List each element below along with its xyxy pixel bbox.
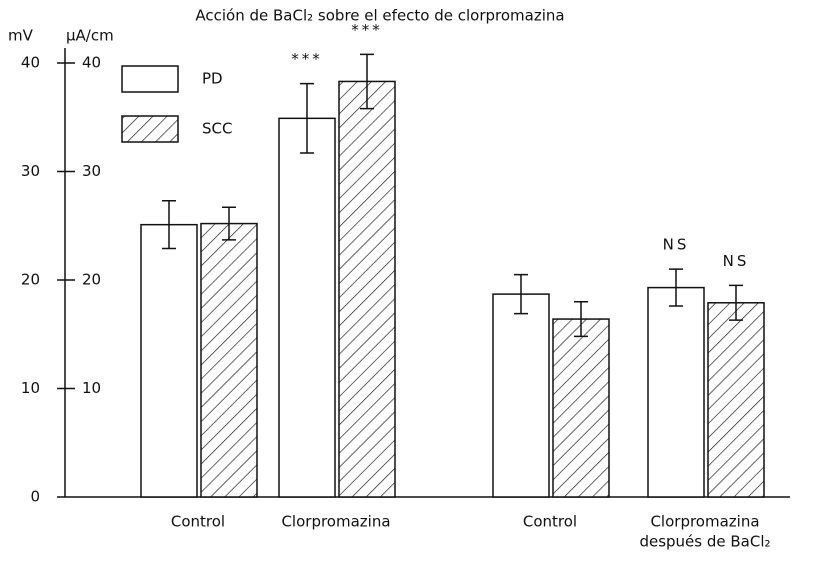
y2-tick-label: 40 [82, 54, 101, 72]
chart-title: Acción de BaCl₂ sobre el efecto de clorp… [195, 7, 564, 25]
legend-label: SCC [202, 120, 232, 138]
error-bar [514, 273, 528, 315]
legend-swatch [121, 115, 179, 143]
error-bar [222, 206, 236, 241]
x-tick-label: Clorpromazina [650, 513, 759, 531]
bar [552, 318, 610, 498]
bar [140, 223, 198, 498]
bar [278, 117, 336, 498]
annotation: NS [723, 252, 750, 270]
y2-tick-label: 20 [82, 271, 101, 289]
x-tick-label: Clorpromazina [281, 513, 390, 531]
bar [338, 80, 396, 498]
bar [707, 302, 765, 498]
y2-tick-label: 10 [82, 379, 101, 397]
y-tick-label: 40 [21, 54, 40, 72]
y-tick-label: 10 [21, 379, 40, 397]
y-tick-label: 20 [21, 271, 40, 289]
bar [200, 222, 258, 498]
error-bar [574, 300, 588, 338]
error-bar [729, 284, 743, 321]
annotation: *** [351, 21, 383, 39]
y2-axis-label: µA/cm [66, 27, 114, 45]
y2-tick-label: 30 [82, 162, 101, 180]
x-tick-label: Control [523, 513, 577, 531]
legend-swatch [121, 65, 179, 93]
bar [647, 286, 705, 498]
annotation: NS [663, 236, 690, 254]
bar [492, 293, 550, 498]
error-bar [669, 268, 683, 307]
x-tick-label: Control [171, 513, 225, 531]
error-bar [300, 82, 314, 154]
annotation: *** [291, 50, 323, 68]
y-axis-label: mV [8, 27, 34, 45]
legend-label: PD [202, 70, 223, 88]
y-tick-label: 0 [30, 488, 40, 506]
error-bar [162, 200, 176, 250]
error-bar [360, 53, 374, 110]
y-tick-label: 30 [21, 162, 40, 180]
x-tick-label: después de BaCl₂ [639, 533, 770, 551]
